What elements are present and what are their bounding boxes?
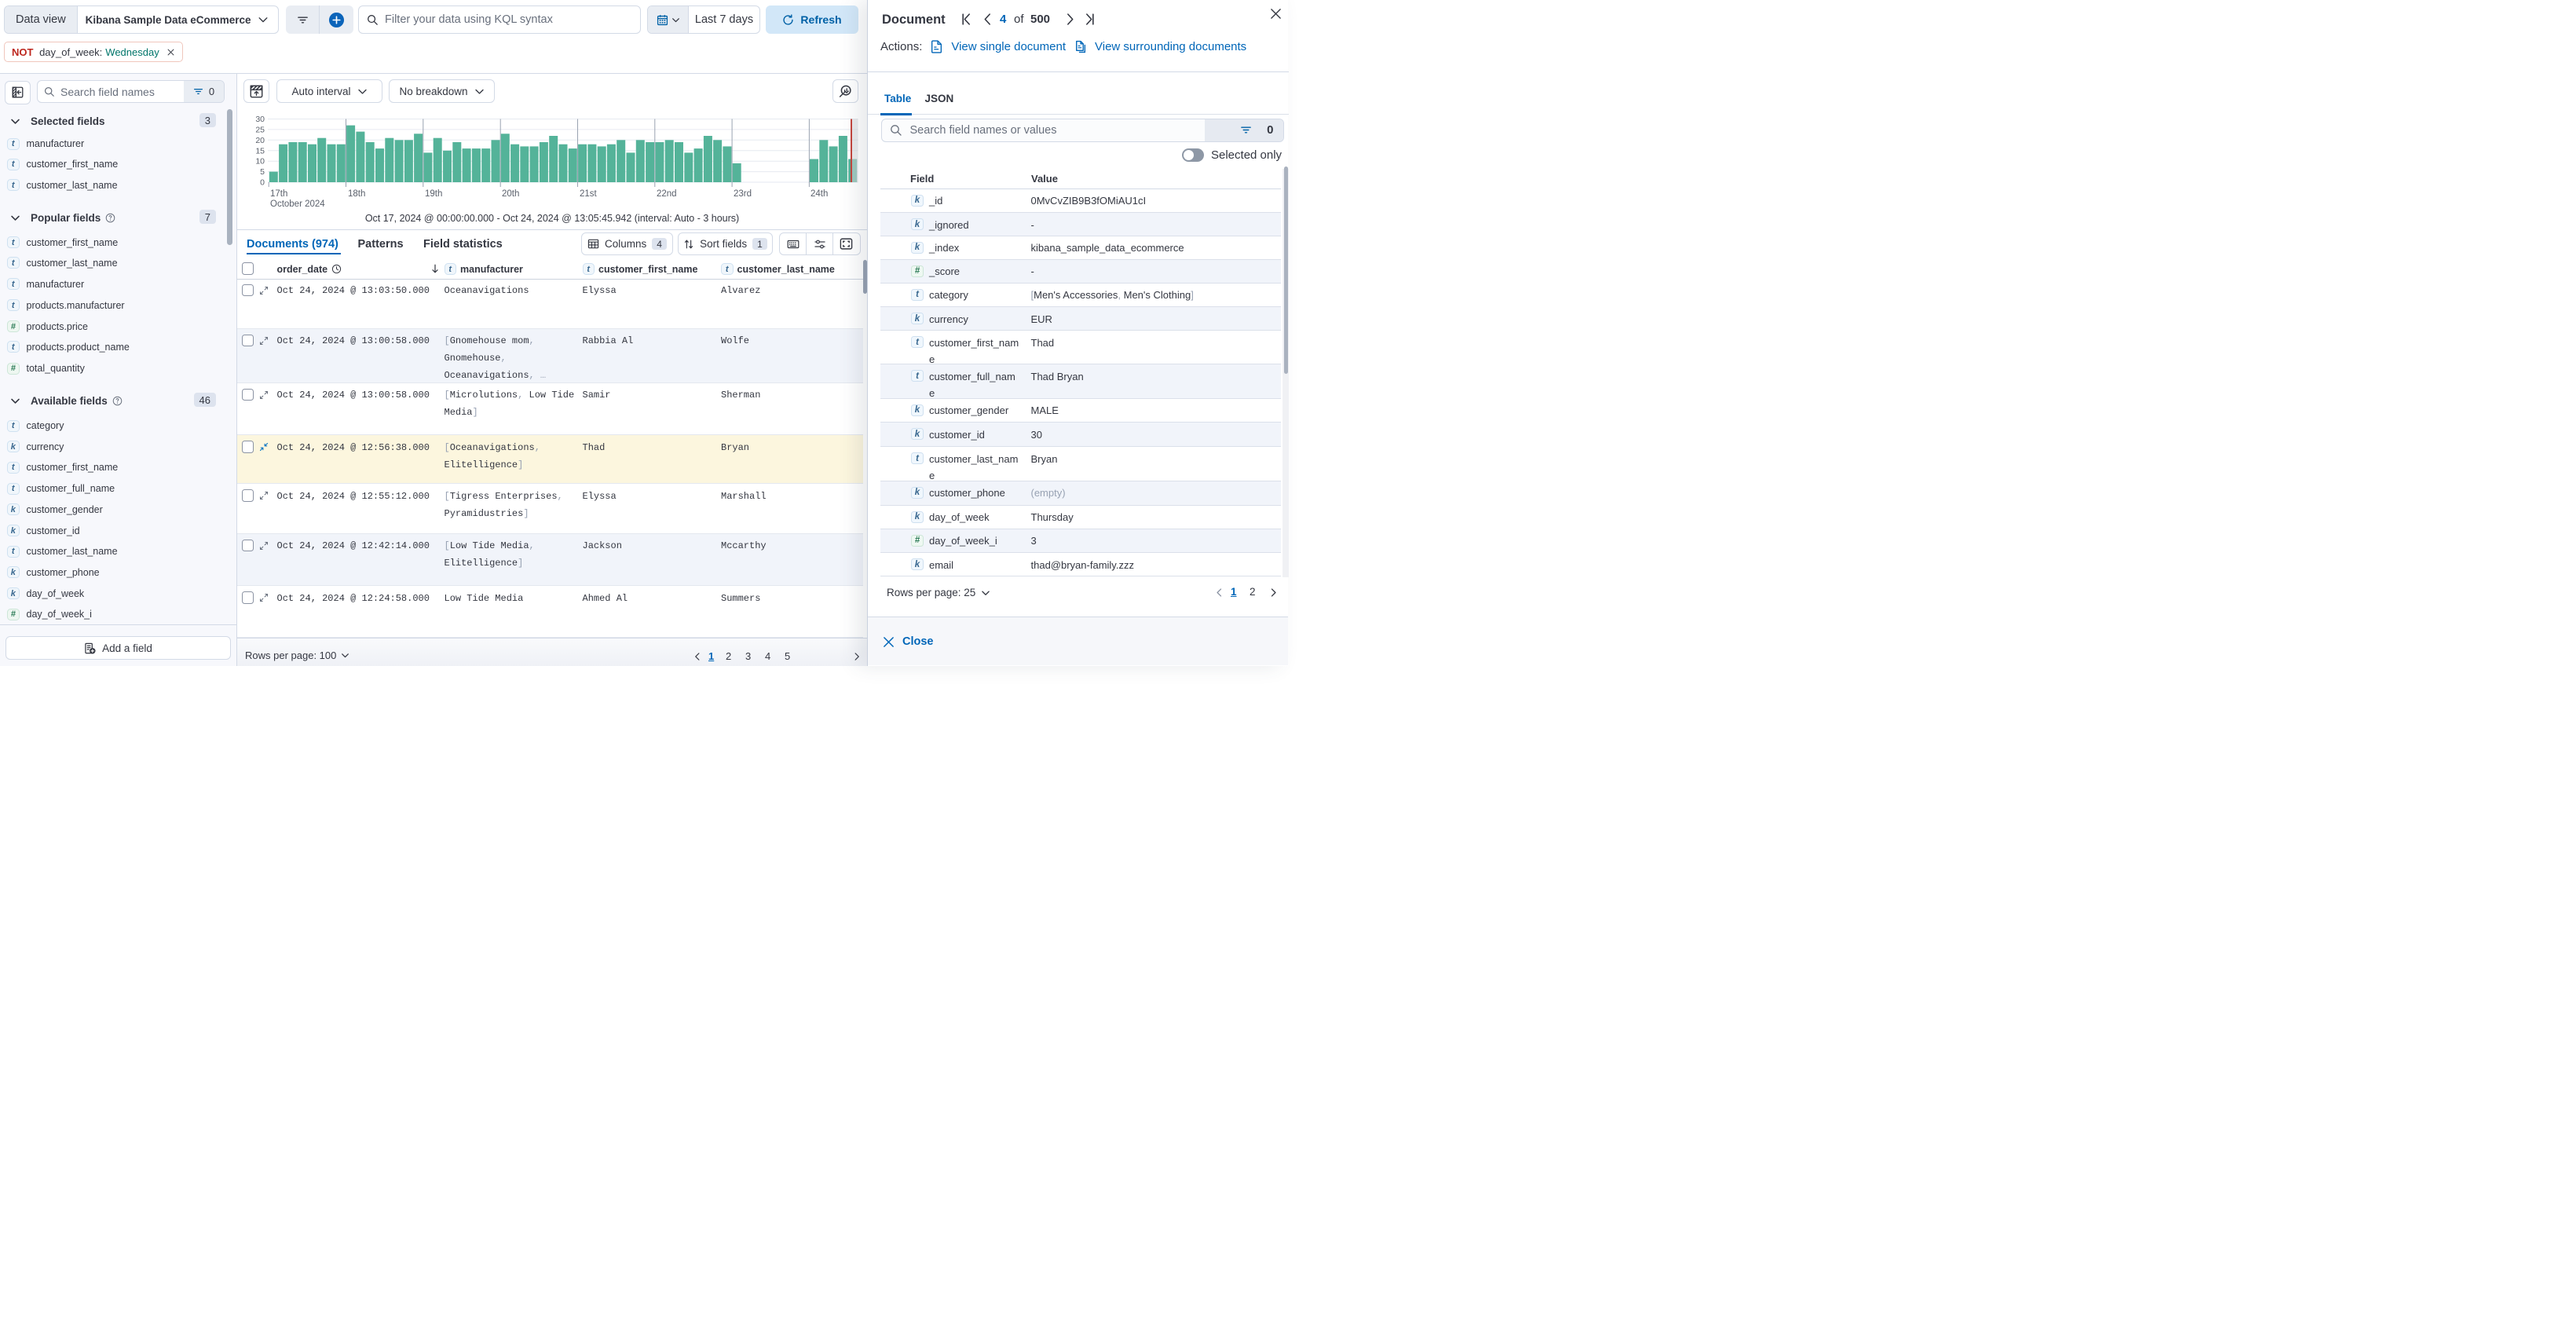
- svg-text:25: 25: [255, 125, 265, 134]
- svg-text:18th: 18th: [348, 189, 365, 199]
- svg-text:19th: 19th: [425, 189, 442, 199]
- svg-text:20th: 20th: [502, 189, 519, 199]
- svg-text:21st: 21st: [580, 189, 598, 199]
- svg-text:22nd: 22nd: [657, 189, 677, 199]
- svg-text:10: 10: [255, 157, 265, 166]
- svg-text:30: 30: [255, 115, 265, 124]
- svg-text:0: 0: [260, 178, 265, 188]
- svg-text:20: 20: [255, 136, 265, 145]
- svg-text:23rd: 23rd: [734, 189, 752, 199]
- svg-text:24th: 24th: [810, 189, 828, 199]
- svg-text:October 2024: October 2024: [270, 199, 325, 207]
- svg-text:17th: 17th: [270, 189, 287, 199]
- svg-text:15: 15: [255, 146, 265, 156]
- svg-text:5: 5: [260, 167, 265, 177]
